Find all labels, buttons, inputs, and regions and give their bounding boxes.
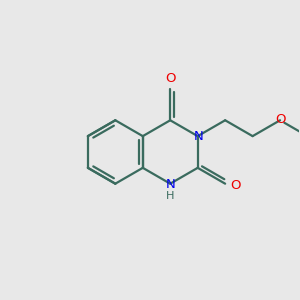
Text: N: N <box>165 178 175 191</box>
Text: H: H <box>166 190 175 201</box>
Text: O: O <box>230 179 240 192</box>
Text: N: N <box>194 130 204 142</box>
Text: O: O <box>275 113 285 126</box>
Text: O: O <box>165 72 175 85</box>
